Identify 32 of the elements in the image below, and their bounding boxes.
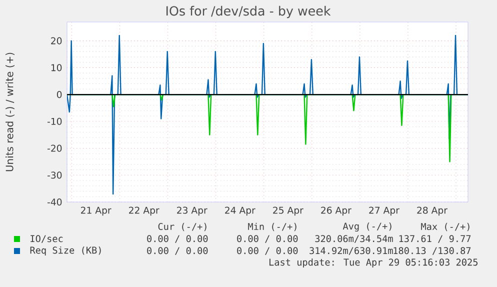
x-tick-label: 28 Apr xyxy=(417,206,448,216)
x-tick-label: 23 Apr xyxy=(177,206,208,216)
text: Min (-/+) xyxy=(248,222,296,232)
y-tick-label: -30 xyxy=(48,172,62,179)
x-tick-label: 24 Apr xyxy=(225,206,256,216)
chart-title: IOs for /dev/sda - by week xyxy=(166,6,331,18)
text: 0.00 / 0.00 xyxy=(237,235,298,243)
text: 314.92m/630.91m xyxy=(310,247,393,255)
x-tick-label: 26 Apr xyxy=(321,206,352,216)
y-tick-label: -40 xyxy=(48,198,62,206)
text: 180.13 /130.87 xyxy=(394,247,471,255)
x-tick-label: 21 Apr xyxy=(81,206,112,216)
x-tick-label: 22 Apr xyxy=(129,206,160,216)
text: 0.00 / 0.00 xyxy=(147,247,208,255)
y-tick-label: -10 xyxy=(48,118,62,125)
text: Cur (-/+) xyxy=(158,222,206,232)
y-tick-label: 20 xyxy=(51,37,62,44)
text: Max (-/+) xyxy=(421,222,470,232)
y-tick-label: -20 xyxy=(48,144,62,152)
y-tick-label: 10 xyxy=(51,64,62,72)
text: Last update: Tue Apr 29 05:16:03 2025 xyxy=(269,258,478,268)
text: 0.00 / 0.00 xyxy=(147,235,208,243)
text: 0.00 / 0.00 xyxy=(237,247,298,255)
text: Avg (-/+) xyxy=(342,222,392,232)
x-tick-label: 25 Apr xyxy=(273,206,304,216)
y-tick-label: 0 xyxy=(56,91,62,98)
legend-label: Req Size (KB) xyxy=(30,246,101,256)
x-tick-label: 27 Apr xyxy=(369,206,400,216)
legend-label: IO/sec xyxy=(30,235,63,243)
text: 320.06m/34.54m xyxy=(315,235,393,243)
text: 137.61 / 9.77 xyxy=(399,235,471,243)
y-axis-title: Units read (-) / write (+) xyxy=(6,52,14,172)
